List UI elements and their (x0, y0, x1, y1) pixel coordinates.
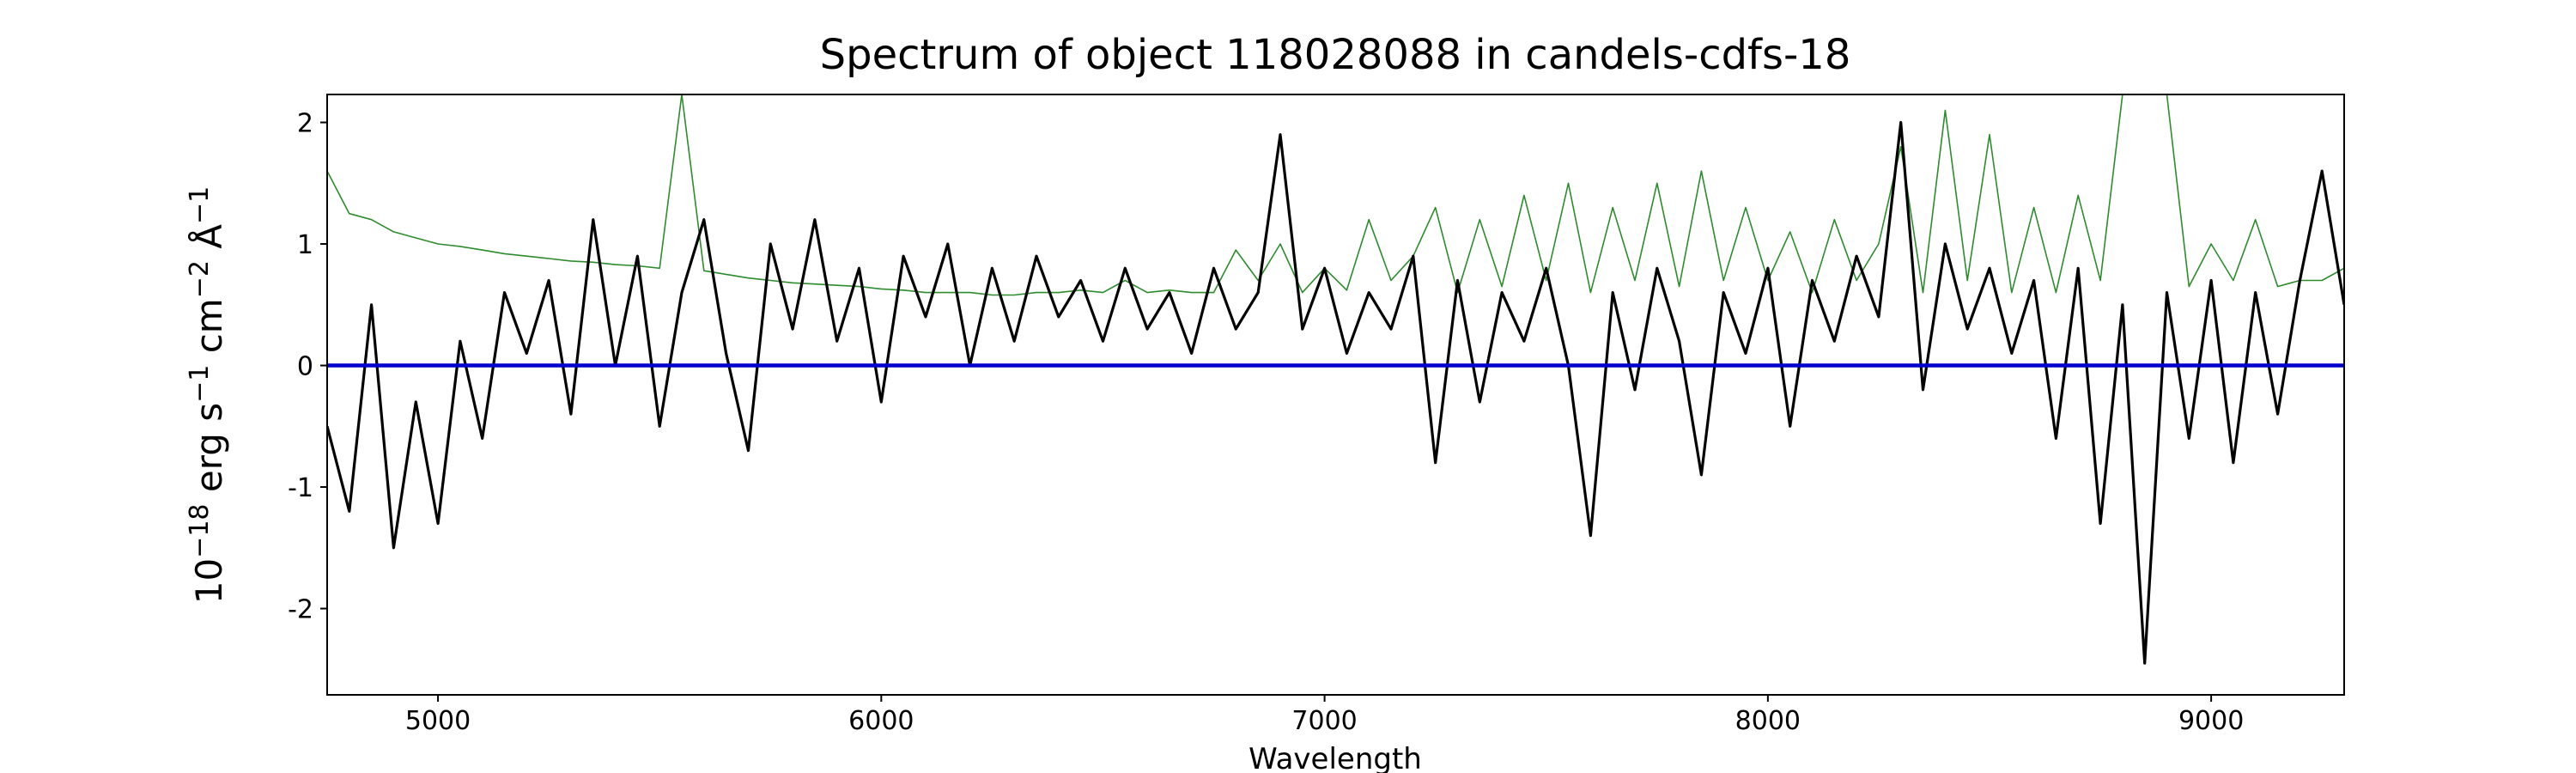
y-tick-label: 2 (297, 109, 313, 139)
y-label-part: erg s (188, 403, 230, 504)
y-label-part: −2 (185, 260, 215, 298)
plot-area (327, 94, 2344, 665)
chart-title: Spectrum of object 118028088 in candels-… (820, 31, 1851, 79)
y-tick-label: 0 (297, 352, 313, 382)
x-tick-label: 6000 (848, 706, 914, 736)
y-label-part: −1 (185, 186, 215, 224)
y-label-part: cm (188, 298, 230, 364)
spectrum-line (327, 94, 2344, 296)
y-label-part: Å (187, 224, 230, 260)
y-axis-label: 10−18 erg s−1 cm−2 Å−1 (185, 186, 230, 605)
y-tick-label: -1 (288, 473, 313, 503)
y-tick-label: 1 (297, 230, 313, 260)
y-tick-label: -2 (288, 595, 313, 625)
x-tick-label: 9000 (2178, 706, 2244, 736)
y-label-part: −18 (185, 504, 215, 558)
x-tick-label: 5000 (405, 706, 471, 736)
x-axis-label: Wavelength (1249, 742, 1422, 773)
axes-frame (326, 94, 2345, 696)
y-label-part: 10 (188, 558, 230, 604)
y-label-part: −1 (185, 365, 215, 403)
x-tick-label: 7000 (1291, 706, 1357, 736)
x-tick-label: 8000 (1735, 706, 1801, 736)
spectrum-line (327, 120, 2344, 665)
